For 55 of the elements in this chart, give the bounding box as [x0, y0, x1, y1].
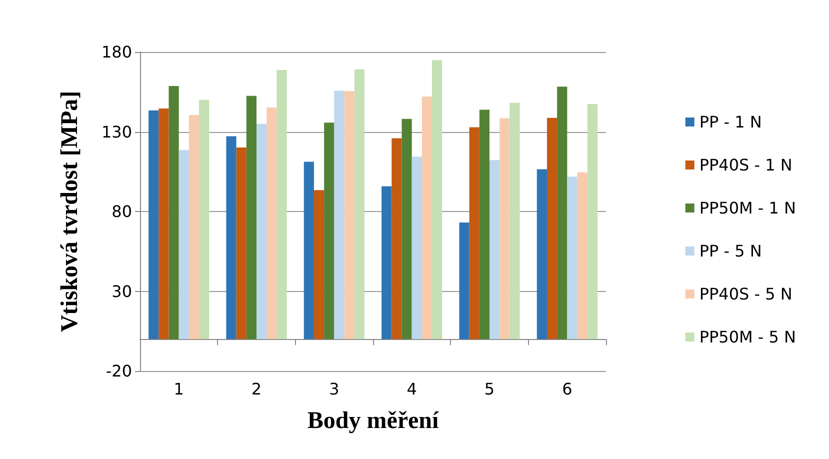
- bar: [344, 91, 354, 340]
- y-tick-label: 80: [112, 202, 132, 221]
- bar: [199, 100, 210, 340]
- bar: [158, 108, 169, 340]
- x-tick-label: 3: [329, 380, 340, 398]
- bar: [536, 169, 547, 340]
- bar: [567, 176, 578, 340]
- bar: [314, 190, 324, 340]
- y-tick-label: 130: [101, 122, 132, 142]
- legend-label: PP - 5 N: [699, 242, 762, 260]
- bar: [500, 118, 510, 340]
- bar: [392, 138, 402, 340]
- x-axis-title: Body měření: [307, 408, 439, 434]
- bar: [266, 108, 277, 340]
- bar: [246, 96, 256, 340]
- bar: [226, 136, 236, 340]
- x-tick-label: 1: [174, 380, 184, 398]
- bar: [479, 110, 490, 340]
- x-tick-label: 4: [406, 380, 417, 398]
- bar: [490, 160, 500, 340]
- bar: [148, 110, 159, 340]
- bar: [188, 115, 200, 340]
- y-tick-label: 30: [112, 282, 132, 301]
- bar: [557, 86, 568, 340]
- x-tick-label: 5: [484, 380, 495, 398]
- bar: [236, 148, 246, 340]
- bar: [178, 150, 189, 340]
- bar: [324, 122, 334, 340]
- bar: [256, 124, 267, 340]
- bar: [412, 156, 422, 340]
- bar: [402, 118, 412, 340]
- bar: [382, 186, 392, 340]
- x-tick-label: 6: [562, 380, 572, 398]
- y-axis-title: Vtisková tvrdost [MPa]: [57, 90, 83, 332]
- x-tick-label: 2: [251, 380, 262, 398]
- bar: [304, 162, 314, 340]
- bar: [168, 86, 179, 340]
- legend-label: PP - 1 N: [699, 112, 762, 132]
- bar: [587, 104, 598, 340]
- bar: [577, 172, 588, 340]
- bar: [432, 60, 442, 340]
- bar: [510, 102, 520, 340]
- bar: [422, 96, 432, 340]
- bar: [276, 70, 287, 340]
- bar: [459, 222, 470, 340]
- bar: [354, 69, 364, 340]
- legend-label: PP40S - 5 N: [699, 284, 792, 304]
- bar: [334, 90, 344, 340]
- bar: [546, 118, 558, 340]
- legend-label: PP40S - 1 N: [699, 156, 792, 174]
- y-tick-label: -20: [106, 362, 132, 380]
- legend-label: PP50M - 5 N: [699, 328, 796, 346]
- y-tick-label: 180: [101, 42, 132, 62]
- legend-label: PP50M - 1 N: [699, 198, 796, 218]
- bar: [469, 127, 480, 340]
